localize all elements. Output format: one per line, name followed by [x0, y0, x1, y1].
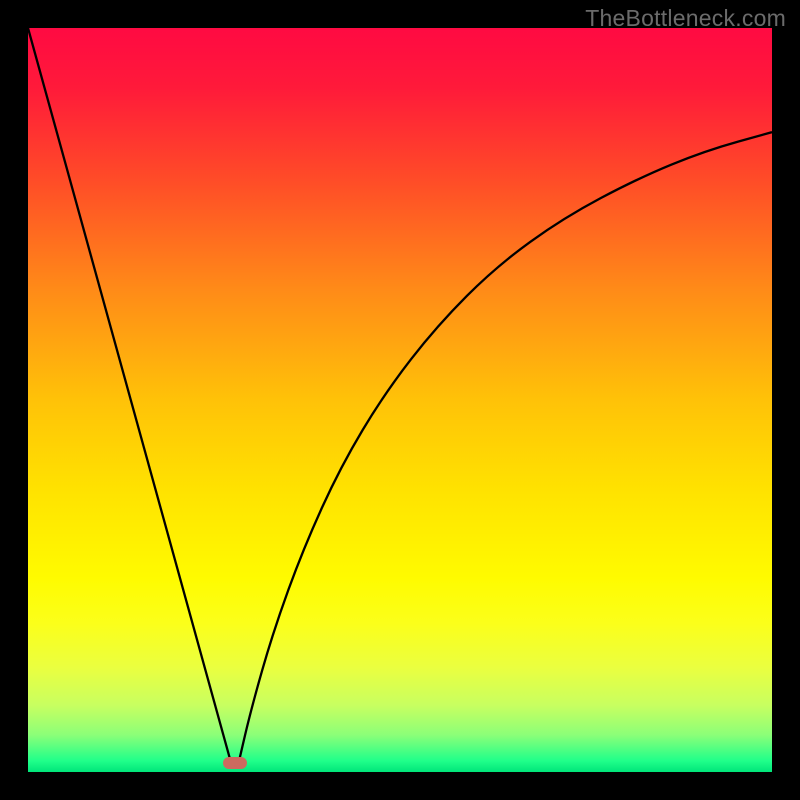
chart-container: { "canvas": { "width": 800, "height": 80…	[0, 0, 800, 800]
curve-svg	[28, 28, 772, 772]
valley-marker	[223, 757, 247, 768]
plot-area	[28, 28, 772, 772]
left-branch-line	[28, 28, 231, 763]
right-branch-curve	[239, 132, 772, 763]
